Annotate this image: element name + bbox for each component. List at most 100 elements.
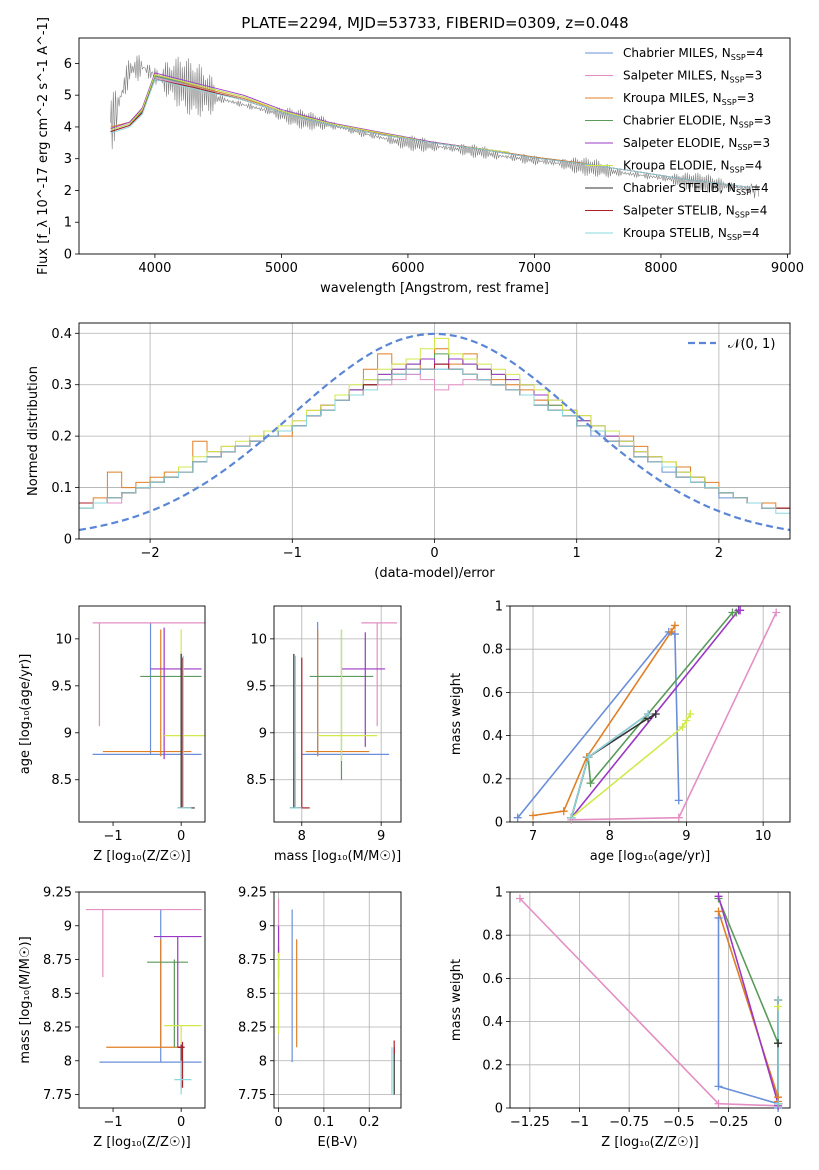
mass-weight-line <box>517 630 680 819</box>
axes-frame <box>78 605 206 823</box>
y-tick-label: 8.75 <box>238 953 267 968</box>
x-tick-label: 0 <box>177 829 185 844</box>
mass-weight-line <box>717 896 779 1106</box>
plus-marker <box>714 892 723 901</box>
axes-frame <box>78 891 206 1109</box>
x-tick-label: 1 <box>573 546 581 561</box>
legend-label: Chabrier STELIB, NSSP=4 <box>623 181 769 197</box>
x-axis-label: mass [log₁₀(M/M☉)] <box>274 849 401 864</box>
legend-label: Kroupa MILES, NSSP=3 <box>623 91 754 107</box>
x-tick-label: 0 <box>430 546 438 561</box>
plus-marker <box>567 813 576 822</box>
plus-marker <box>651 710 660 718</box>
x-axis-label: age [log₁₀(age/yr)] <box>590 849 711 864</box>
y-tick-label: 0.6 <box>482 686 503 701</box>
plus-marker <box>686 710 695 718</box>
axes-frame <box>273 891 402 1109</box>
y-tick-label: 6 <box>64 57 72 72</box>
x-tick-label: −1 <box>570 1115 589 1130</box>
x-tick-label: −0.5 <box>663 1115 695 1130</box>
plus-marker <box>714 1099 723 1108</box>
x-tick-label: 8000 <box>644 261 677 276</box>
y-tick-label: 9.25 <box>238 886 267 901</box>
y-tick-label: 0 <box>64 533 72 548</box>
y-tick-label: 1 <box>64 216 72 231</box>
legend: Chabrier MILES, NSSP=4 Salpeter MILES, NS… <box>585 46 771 242</box>
y-tick-label: 0.2 <box>51 430 72 445</box>
y-tick-label: 0.6 <box>482 972 503 987</box>
plus-marker <box>559 807 568 816</box>
axes-frame <box>78 37 791 255</box>
y-tick-label: 0.3 <box>51 378 72 393</box>
plus-marker <box>667 627 676 636</box>
x-tick-label: 8 <box>298 829 306 844</box>
x-tick-label: 6000 <box>391 261 424 276</box>
panels: 4000 5000 6000 7000 8000 90000123456wavelengt… <box>18 17 804 1150</box>
y-tick-label: 8.5 <box>51 987 72 1002</box>
x-tick-label: 7 <box>529 829 537 844</box>
y-tick-label: 8 <box>64 1054 72 1069</box>
panel-age_vs_mass: 8 9 8.5 9 9.5 10 mass [log₁₀(M/M☉)] <box>246 605 402 864</box>
x-tick-label: −1.25 <box>510 1115 550 1130</box>
plot-area-residuals <box>79 323 790 539</box>
x-tick-label: 9 <box>377 829 385 844</box>
x-tick-label: 8 <box>606 829 614 844</box>
legend-label: Kroupa ELODIE, NSSP=4 <box>623 159 762 175</box>
y-axis-label: mass weight <box>449 673 464 755</box>
y-tick-label: 0.4 <box>51 327 72 342</box>
y-tick-label: 9.5 <box>246 679 267 694</box>
plus-marker <box>682 716 691 725</box>
y-tick-label: 9.5 <box>51 679 72 694</box>
plus-marker <box>584 753 593 762</box>
y-tick-label: 1 <box>495 886 503 901</box>
y-tick-label: 8.75 <box>43 953 72 968</box>
y-tick-label: 9 <box>259 726 267 741</box>
y-tick-label: 8.5 <box>51 773 72 788</box>
x-tick-label: −1 <box>103 1115 122 1130</box>
y-tick-label: 10 <box>250 632 267 647</box>
mass-weight-line <box>519 897 779 1107</box>
y-tick-label: 0 <box>64 248 72 263</box>
x-tick-label: 9 <box>682 829 690 844</box>
y-tick-label: 8.25 <box>43 1021 72 1036</box>
axes-frame <box>273 605 402 823</box>
panel-spectrum: 4000 5000 6000 7000 8000 9000 0 1 2 3 4 5 6 wavelengt… <box>36 17 804 296</box>
plus-marker <box>513 813 522 822</box>
plus-marker <box>714 907 723 916</box>
x-axis-label: wavelength [Angstrom, rest frame] <box>320 281 549 296</box>
x-tick-label: 0.2 <box>359 1115 380 1130</box>
panel-residuals: −2 −1 0 1 2 0 0.1 0.2 0.3 0.4 (data-model)/error No… <box>26 322 791 581</box>
x-axis-label: Z [log₁₀(Z/Z☉)] <box>93 849 190 864</box>
y-tick-label: 8.5 <box>246 987 267 1002</box>
x-axis-label: Z [log₁₀(Z/Z☉)] <box>93 1135 190 1150</box>
x-axis-label: (data-model)/error <box>374 566 495 581</box>
x-tick-label: 0 <box>774 1115 782 1130</box>
model-spectrum-line <box>110 78 750 188</box>
plus-marker <box>670 621 679 630</box>
legend-label: 𝒩(0, 1) <box>728 337 775 352</box>
axes-frame <box>509 605 791 823</box>
plot-area-age_vs_Z <box>92 622 205 809</box>
panel-mass_vs_ebv: 0 0.1 0.2 7.75 8 8.25 8.5 8.75 9 9.25 E(B-V) <box>238 886 402 1150</box>
legend-label: Salpeter STELIB, NSSP=4 <box>623 204 767 220</box>
plus-marker <box>678 722 687 731</box>
y-tick-label: 0.2 <box>482 772 503 787</box>
x-tick-label: −2 <box>141 546 160 561</box>
plus-marker <box>772 608 781 617</box>
axes-frame <box>78 322 791 540</box>
panel-massweight_vs_age: 7 8 9 10 0 0.2 0.4 0.6 0.8 1 age [log₁₀(age/yr)] ma… <box>449 600 791 864</box>
plot-area-spectrum <box>110 54 760 199</box>
panel-mass_vs_Z: −1 0 7.75 8 8.25 8.5 8.75 9 9.25 Z [log₁₀(Z/Z☉)] m… <box>18 886 206 1150</box>
x-tick-label: 10 <box>755 829 772 844</box>
y-axis-label: age [log₁₀(age/yr)] <box>18 654 33 775</box>
y-tick-label: 9 <box>64 919 72 934</box>
x-tick-label: −1 <box>283 546 302 561</box>
plot-area-mass_vs_ebv <box>274 892 401 1108</box>
plus-marker <box>674 813 683 822</box>
x-tick-label: 9000 <box>771 261 804 276</box>
panel-age_vs_Z: −1 0 8.5 9 9.5 10 Z [log₁₀(Z/Z☉)] age [log₁₀(ag… <box>18 605 206 864</box>
residual-histogram <box>79 368 790 514</box>
y-tick-label: 0.4 <box>482 1015 503 1030</box>
x-tick-label: −0.25 <box>709 1115 749 1130</box>
legend-label: Salpeter ELODIE, NSSP=3 <box>623 136 770 152</box>
